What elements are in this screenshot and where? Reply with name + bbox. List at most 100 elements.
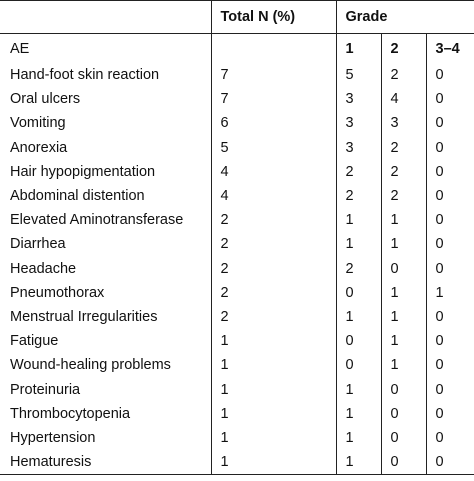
table-row: Anorexia 5 3 2 0 xyxy=(0,135,474,160)
cell-grade-2: 1 xyxy=(380,304,426,330)
cell-grade-3-4: 0 xyxy=(425,329,474,354)
cell-total: 2 xyxy=(210,232,336,257)
cell-ae: Headache xyxy=(10,260,77,277)
table-row: Vomiting 6 3 3 0 xyxy=(0,111,474,136)
cell-grade-2: 1 xyxy=(380,329,426,354)
table-row: Hand-foot skin reaction 7 5 2 0 xyxy=(0,63,474,88)
cell-total: 4 xyxy=(210,183,336,209)
cell-total: 4 xyxy=(210,159,336,184)
cell-grade-2: 1 xyxy=(380,280,426,305)
cell-total: 2 xyxy=(210,256,336,281)
cell-grade-2: 2 xyxy=(380,159,426,184)
cell-total: 1 xyxy=(210,401,336,426)
cell-grade-1: 2 xyxy=(335,183,381,209)
table-row: Diarrhea 2 1 1 0 xyxy=(0,232,474,257)
subheader-grade-2: 2 xyxy=(380,33,426,63)
cell-total: 1 xyxy=(210,377,336,402)
cell-grade-3-4: 0 xyxy=(425,425,474,450)
cell-grade-1: 1 xyxy=(335,304,381,330)
cell-grade-3-4: 0 xyxy=(425,111,474,136)
subheader-total xyxy=(210,33,336,63)
cell-grade-2: 1 xyxy=(380,208,426,233)
cell-total: 1 xyxy=(210,329,336,354)
cell-total: 2 xyxy=(210,208,336,233)
cell-grade-3-4: 0 xyxy=(425,135,474,160)
cell-grade-2: 0 xyxy=(380,450,426,476)
cell-total: 2 xyxy=(210,280,336,305)
cell-grade-1: 1 xyxy=(335,401,381,426)
cell-grade-1: 1 xyxy=(335,208,381,233)
cell-total: 1 xyxy=(210,450,336,476)
cell-ae: Abdominal distention xyxy=(10,188,145,205)
table-row: Wound-healing problems 1 0 1 0 xyxy=(0,353,474,378)
table-row: Headache 2 2 0 0 xyxy=(0,256,474,281)
cell-ae: Wound-healing problems xyxy=(10,357,171,374)
cell-grade-1: 5 xyxy=(335,63,381,88)
cell-grade-3-4: 0 xyxy=(425,377,474,402)
table-row: Fatigue 1 0 1 0 xyxy=(0,329,474,354)
cell-grade-2: 2 xyxy=(380,63,426,88)
cell-grade-3-4: 0 xyxy=(425,87,474,112)
cell-ae: Fatigue xyxy=(10,333,59,350)
cell-total: 1 xyxy=(210,353,336,378)
table-header: Total N (%) Grade xyxy=(0,0,474,34)
cell-grade-3-4: 0 xyxy=(425,183,474,209)
cell-total: 2 xyxy=(210,304,336,330)
cell-total: 7 xyxy=(210,63,336,88)
table-body: AE 1 2 3–4 Hand-foot skin reaction 7 5 2 0 Or… xyxy=(0,33,474,476)
cell-ae: Hand-foot skin reaction xyxy=(10,67,160,84)
cell-ae: Hematuresis xyxy=(0,450,211,476)
cell-ae: Thrombocytopenia xyxy=(10,405,131,422)
cell-ae: Hair hypopigmentation xyxy=(10,163,156,180)
cell-grade-2: 0 xyxy=(380,401,426,426)
cell-grade-3-4: 0 xyxy=(425,208,474,233)
cell-grade-2: 2 xyxy=(380,183,426,209)
cell-ae: Anorexia xyxy=(10,139,68,156)
cell-grade-2: 1 xyxy=(380,232,426,257)
table-row: Oral ulcers 7 3 4 0 xyxy=(0,87,474,112)
cell-ae: Hypertension xyxy=(10,429,96,446)
cell-grade-2: 0 xyxy=(380,425,426,450)
cell-grade-3-4: 1 xyxy=(425,280,474,305)
table-row: Pneumothorax 2 0 1 1 xyxy=(0,280,474,305)
cell-grade-3-4: 0 xyxy=(425,159,474,184)
cell-grade-1: 1 xyxy=(335,232,381,257)
cell-total: 7 xyxy=(210,87,336,112)
header-row: Total N (%) Grade xyxy=(0,0,474,34)
table-row: Elevated Aminotransferase 2 1 1 0 xyxy=(0,208,474,233)
cell-total: 1 xyxy=(210,425,336,450)
table-row: Thrombocytopenia 1 1 0 0 xyxy=(0,401,474,426)
cell-grade-1: 2 xyxy=(335,159,381,184)
cell-total: 6 xyxy=(210,111,336,136)
cell-grade-3-4: 0 xyxy=(425,232,474,257)
cell-grade-1: 0 xyxy=(335,353,381,378)
table-row: Hypertension 1 1 0 0 xyxy=(0,425,474,450)
cell-ae: Proteinuria xyxy=(10,381,81,398)
cell-ae: Vomiting xyxy=(10,115,66,132)
cell-grade-2: 0 xyxy=(380,256,426,281)
table-row: Proteinuria 1 1 0 0 xyxy=(0,377,474,402)
subheader-grade-1: 1 xyxy=(335,33,381,63)
cell-grade-1: 3 xyxy=(335,87,381,112)
header-grade: Grade xyxy=(335,0,474,34)
cell-grade-2: 2 xyxy=(380,135,426,160)
cell-grade-1: 1 xyxy=(335,377,381,402)
header-total: Total N (%) xyxy=(210,0,336,34)
cell-grade-1: 1 xyxy=(335,450,381,476)
header-empty-cell xyxy=(0,0,211,34)
table-row: Hematuresis 1 1 0 0 xyxy=(0,450,474,476)
cell-total: 5 xyxy=(210,135,336,160)
cell-ae: Menstrual Irregularities xyxy=(10,308,158,325)
subheader-row: AE 1 2 3–4 xyxy=(0,33,474,63)
cell-ae: Oral ulcers xyxy=(10,91,81,108)
table-row: Menstrual Irregularities 2 1 1 0 xyxy=(0,304,474,330)
cell-ae: Elevated Aminotransferase xyxy=(10,212,184,229)
table-row: Abdominal distention 4 2 2 0 xyxy=(0,183,474,209)
cell-grade-2: 1 xyxy=(380,353,426,378)
cell-grade-3-4: 0 xyxy=(425,353,474,378)
cell-grade-1: 1 xyxy=(335,425,381,450)
cell-grade-3-4: 0 xyxy=(425,450,474,476)
cell-grade-3-4: 0 xyxy=(425,401,474,426)
